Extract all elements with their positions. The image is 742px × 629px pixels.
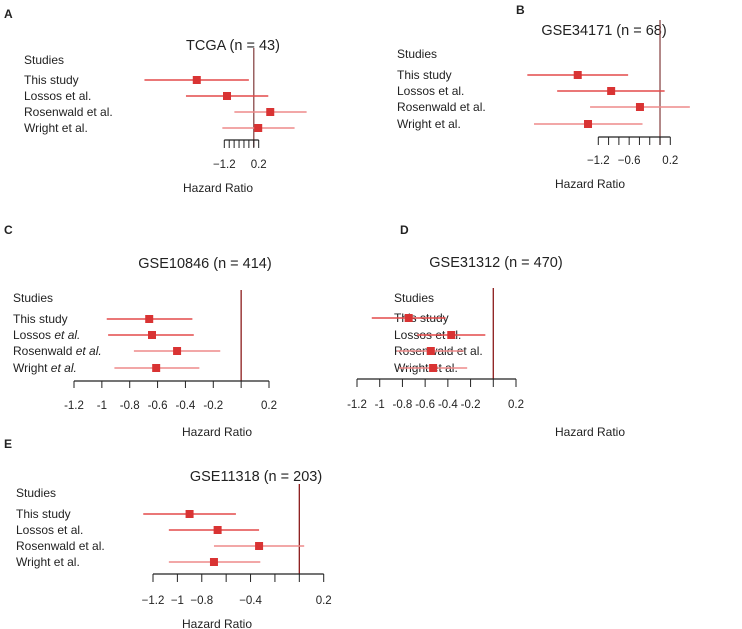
estimate-point <box>173 347 182 355</box>
x-tick-label: -1.2 <box>64 400 84 412</box>
x-tick-label: -0.2 <box>203 400 223 412</box>
estimate-point <box>192 76 201 84</box>
x-tick-label: -0.8 <box>120 400 140 412</box>
study-label: Lossos et al. <box>13 328 80 342</box>
estimate-point <box>607 87 616 95</box>
estimate-point <box>573 71 582 79</box>
x-tick-label: -0.8 <box>393 399 413 411</box>
panel-title: GSE10846 (n = 414) <box>138 256 271 272</box>
panel-title: GSE31312 (n = 470) <box>429 255 562 271</box>
x-tick-label: -1 <box>375 399 385 411</box>
x-tick-label: −1.2 <box>587 155 610 167</box>
panel-label: C <box>4 223 13 237</box>
x-tick-label: −1 <box>171 595 184 607</box>
x-tick-label: −0.6 <box>618 155 641 167</box>
forest-panel-a: A TCGA (n = 43) Studies This study Lossos et… <box>4 7 307 195</box>
x-axis-label: Hazard Ratio <box>555 425 625 439</box>
estimate-point <box>254 124 263 132</box>
x-tick-label: −1.2 <box>213 159 236 171</box>
estimate-point <box>404 314 413 322</box>
x-tick-label: −0.8 <box>190 595 213 607</box>
study-label: This study <box>24 73 79 87</box>
estimate-point <box>185 510 194 518</box>
estimate-point <box>426 347 435 355</box>
study-label: Rosenwald et al. <box>24 105 113 119</box>
study-label: This study <box>397 68 452 82</box>
estimate-point <box>223 92 232 100</box>
x-tick-label: 0.2 <box>662 155 678 167</box>
forest-panel-c: C GSE10846 (n = 414) Studies This study Loss… <box>4 223 277 439</box>
studies-header: Studies <box>394 291 434 305</box>
study-label: Lossos et al. <box>16 523 83 537</box>
x-tick-label: -0.2 <box>461 399 481 411</box>
estimate-point <box>447 331 456 339</box>
x-tick-label: -0.4 <box>438 399 458 411</box>
x-axis-label: Hazard Ratio <box>555 177 625 191</box>
studies-header: Studies <box>13 291 53 305</box>
study-label: Wright et al. <box>13 361 77 375</box>
panel-title: GSE34171 (n = 68) <box>541 23 666 39</box>
estimate-point <box>255 542 264 550</box>
x-axis-label: Hazard Ratio <box>182 617 252 629</box>
estimate-point <box>429 364 438 372</box>
x-tick-label: −0.4 <box>239 595 262 607</box>
x-tick-label: 0.2 <box>261 400 277 412</box>
panel-label: E <box>4 437 12 451</box>
x-tick-label: 0.2 <box>316 595 332 607</box>
estimate-point <box>213 526 222 534</box>
study-label: Lossos et al. <box>397 84 464 98</box>
study-label: Rosenwald et al. <box>397 100 486 114</box>
panel-title: GSE11318 (n = 203) <box>190 469 322 485</box>
estimate-point <box>635 103 644 111</box>
studies-header: Studies <box>16 486 56 500</box>
study-label: Rosenwald et al. <box>16 539 105 553</box>
panel-label: D <box>400 223 409 237</box>
study-label: Wright et al. <box>24 121 88 135</box>
x-tick-label: -0.4 <box>176 400 196 412</box>
study-label: Wright et al. <box>16 555 80 569</box>
studies-header: Studies <box>24 53 64 67</box>
x-tick-label: -0.6 <box>148 400 168 412</box>
estimate-point <box>152 364 161 372</box>
x-tick-label: −1.2 <box>142 595 165 607</box>
panel-label: A <box>4 7 13 21</box>
estimate-point <box>584 120 593 128</box>
forest-panel-b: B GSE34171 (n = 68) Studies This study Losso… <box>397 3 690 191</box>
estimate-point <box>209 558 218 566</box>
study-label: Wright et al. <box>397 117 461 131</box>
study-label: Rosenwald et al. <box>13 344 102 358</box>
x-axis-label: Hazard Ratio <box>182 425 252 439</box>
forest-panel-e: E GSE11318 (n = 203) Studies This study Loss… <box>4 437 332 629</box>
x-tick-label: -0.6 <box>415 399 435 411</box>
study-label: This study <box>16 507 71 521</box>
study-label: Lossos et al. <box>24 89 91 103</box>
x-tick-label: -1 <box>97 400 107 412</box>
x-tick-label: 0.2 <box>508 399 524 411</box>
study-label: This study <box>13 312 68 326</box>
estimate-point <box>266 108 275 116</box>
x-tick-label: -1.2 <box>347 399 367 411</box>
estimate-point <box>145 315 154 323</box>
panel-label: B <box>516 3 525 17</box>
x-axis-label: Hazard Ratio <box>183 181 253 195</box>
studies-header: Studies <box>397 47 437 61</box>
panel-title: TCGA (n = 43) <box>186 38 280 54</box>
x-tick-label: 0.2 <box>251 159 267 171</box>
estimate-point <box>148 331 156 339</box>
